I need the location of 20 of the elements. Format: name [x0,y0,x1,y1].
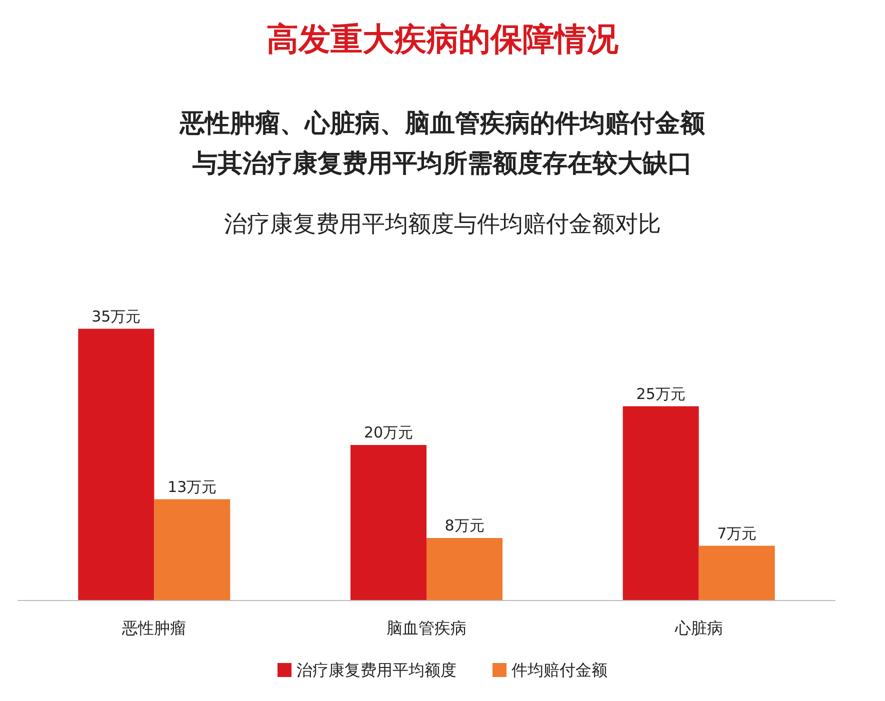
data-label: 13万元 [168,478,217,496]
chart-title: 高发重大疾病的保障情况 [266,20,620,58]
data-label: 8万元 [444,516,484,534]
chart-subtitle: 恶性肿瘤、心脏病、脑血管疾病的件均赔付金额与其治疗康复费用平均所需额度存在较大缺口 [179,108,706,178]
bar [426,538,502,600]
data-label: 35万元 [92,307,141,326]
bar [622,406,699,600]
x-tick-label: 恶性肿瘤 [121,618,186,638]
data-label: 7万元 [717,524,757,542]
bar [78,328,154,600]
x-tick-label: 脑血管疾病 [386,618,466,638]
legend-label: 治疗康复费用平均额度 [296,660,456,680]
data-label: 20万元 [364,424,414,442]
text: 治疗康复费用平均额度与件均赔付金额对比 [224,212,661,238]
bar [350,445,426,600]
legend-label: 件均赔付金额 [512,660,608,680]
bar [698,546,775,600]
data-label: 25万元 [636,384,686,403]
x-tick-label: 心脏病 [674,618,723,638]
bar [154,499,230,600]
